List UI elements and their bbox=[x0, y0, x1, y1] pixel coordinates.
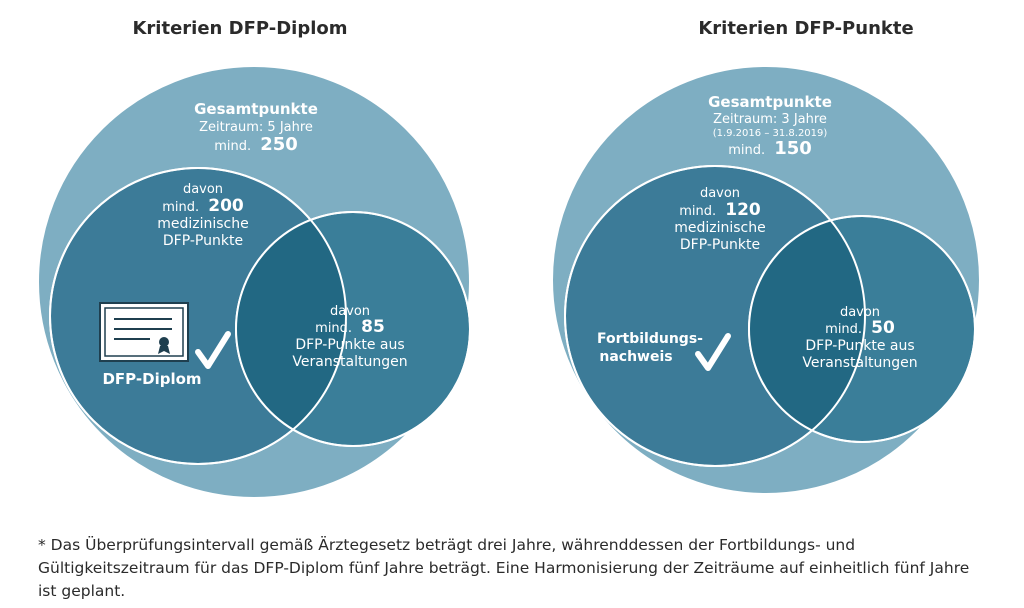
outer-min-prefix: mind. bbox=[728, 143, 765, 158]
inner-line1: DFP-Punkte aus bbox=[805, 338, 914, 354]
inner-min-prefix: mind. bbox=[315, 321, 352, 336]
inner-davon: davon bbox=[840, 305, 880, 320]
outer-min-prefix: mind. bbox=[214, 139, 251, 154]
outer-period: Zeitraum: 5 Jahre bbox=[199, 120, 313, 135]
svg-text:mind. 150: mind. 150 bbox=[728, 138, 812, 159]
middle-line1: medizinische bbox=[674, 220, 766, 236]
middle-davon: davon bbox=[700, 186, 740, 201]
middle-min-value: 200 bbox=[208, 196, 244, 216]
right-diagram-title: Kriterien DFP-Punkte bbox=[698, 18, 914, 39]
middle-davon: davon bbox=[183, 182, 223, 197]
badge-line1: Fortbildungs- bbox=[597, 331, 703, 347]
svg-text:mind. 250: mind. 250 bbox=[214, 134, 298, 155]
overlap-region bbox=[236, 212, 346, 446]
svg-text:mind. 50: mind. 50 bbox=[825, 318, 895, 338]
outer-heading: Gesamtpunkte bbox=[708, 93, 832, 111]
footnote: * Das Überprüfungsintervall gemäß Ärzteg… bbox=[38, 536, 970, 600]
inner-line1: DFP-Punkte aus bbox=[295, 337, 404, 353]
overlap-region bbox=[749, 216, 865, 442]
middle-line2: DFP-Punkte bbox=[680, 237, 760, 253]
left-diagram-title: Kriterien DFP-Diplom bbox=[132, 18, 348, 39]
inner-line2: Veranstaltungen bbox=[292, 354, 407, 370]
middle-min-prefix: mind. bbox=[162, 200, 199, 215]
outer-heading: Gesamtpunkte bbox=[194, 100, 318, 118]
svg-text:mind. 200: mind. 200 bbox=[162, 196, 244, 216]
svg-text:mind. 120: mind. 120 bbox=[679, 200, 761, 220]
inner-min-value: 50 bbox=[871, 318, 895, 338]
outer-dates: (1.9.2016 – 31.8.2019) bbox=[713, 128, 828, 139]
badge-label: DFP-Diplom bbox=[102, 370, 201, 388]
outer-min-value: 150 bbox=[774, 138, 812, 159]
inner-min-value: 85 bbox=[361, 317, 385, 337]
middle-min-prefix: mind. bbox=[679, 204, 716, 219]
inner-davon: davon bbox=[330, 304, 370, 319]
dfp-diplom-venn-diagram: Gesamtpunkte Zeitraum: 5 Jahre mind. 250… bbox=[37, 65, 471, 499]
middle-line1: medizinische bbox=[157, 216, 249, 232]
dfp-punkte-venn-diagram: Gesamtpunkte Zeitraum: 3 Jahre (1.9.2016… bbox=[551, 65, 981, 495]
badge-line2: nachweis bbox=[599, 349, 672, 365]
certificate-icon bbox=[99, 302, 189, 362]
svg-text:mind. 85: mind. 85 bbox=[315, 317, 385, 337]
middle-line2: DFP-Punkte bbox=[163, 233, 243, 249]
checkmark-icon bbox=[695, 333, 731, 371]
checkmark-icon bbox=[195, 331, 231, 369]
outer-period: Zeitraum: 3 Jahre bbox=[713, 112, 827, 127]
outer-min-value: 250 bbox=[260, 134, 298, 155]
inner-line2: Veranstaltungen bbox=[802, 355, 917, 371]
inner-min-prefix: mind. bbox=[825, 322, 862, 337]
middle-min-value: 120 bbox=[725, 200, 761, 220]
